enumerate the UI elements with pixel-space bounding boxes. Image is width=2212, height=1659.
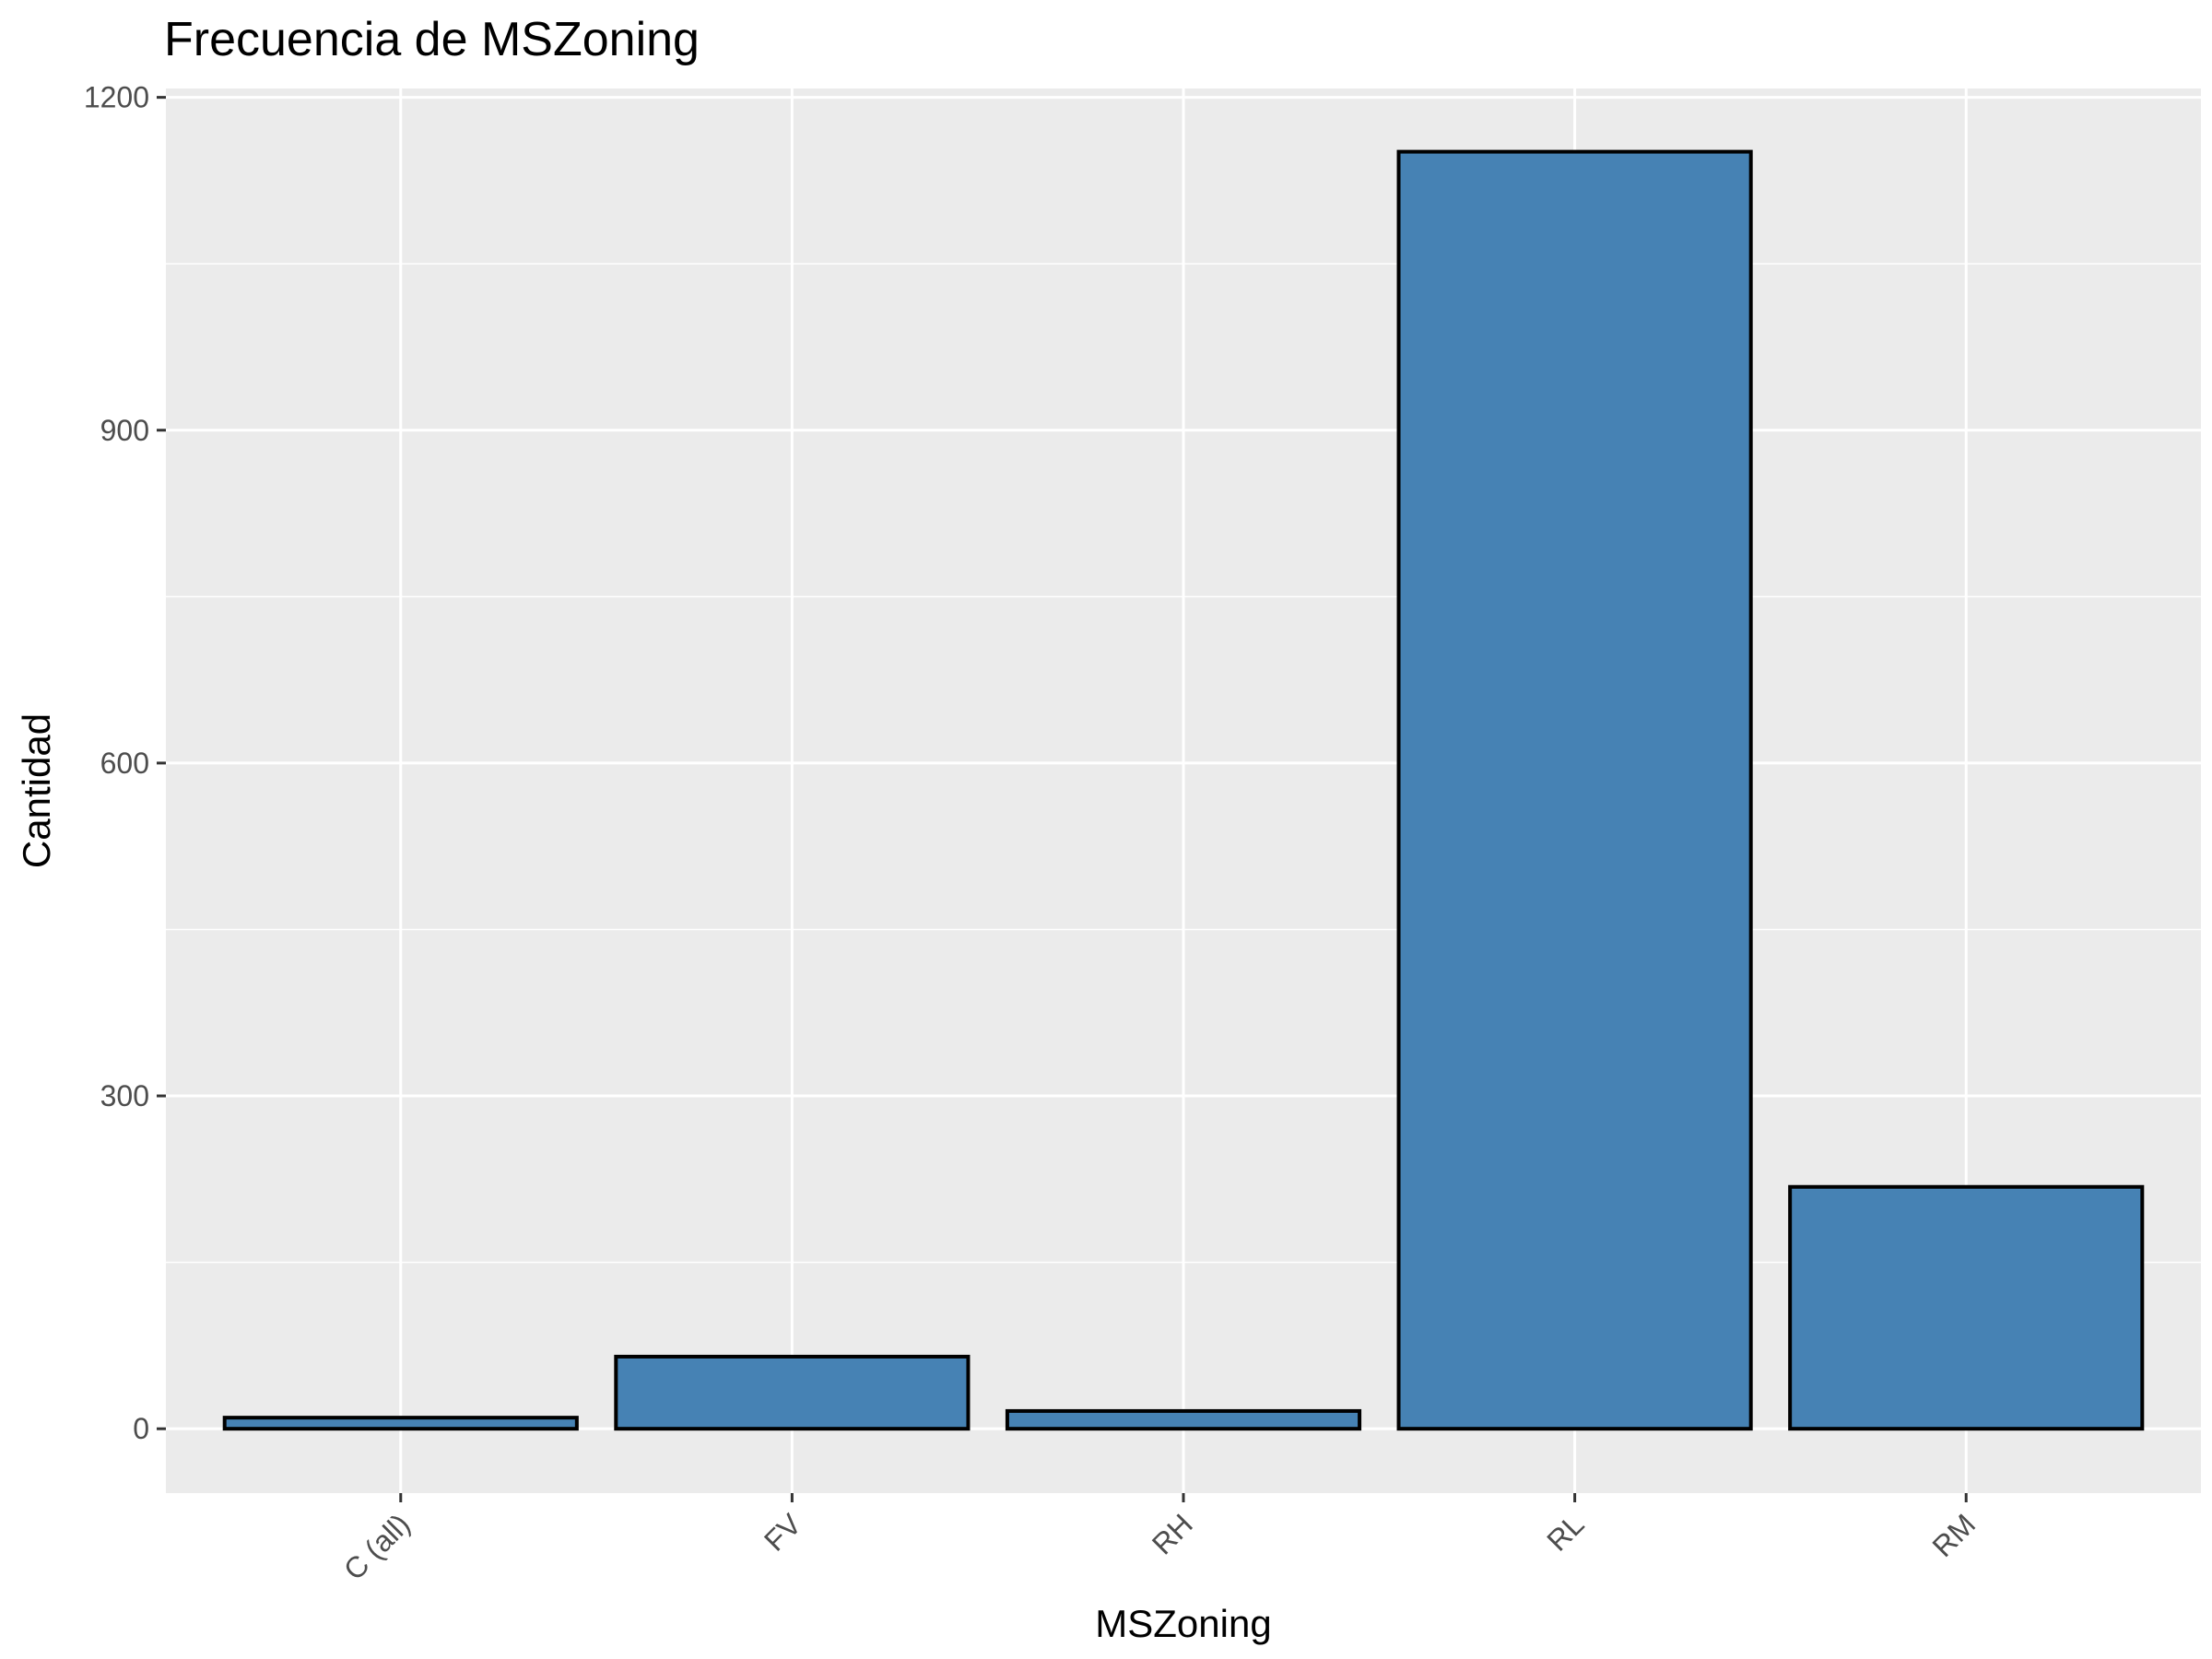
y-tick-label: 1200	[84, 81, 149, 114]
x-tick-label: RM	[1926, 1507, 1983, 1563]
x-tick-label: RL	[1540, 1507, 1590, 1557]
y-axis-title: Cantidad	[15, 713, 58, 868]
y-tick-label: 300	[100, 1079, 149, 1112]
y-tick-label: 900	[100, 414, 149, 447]
bar	[1788, 1184, 2145, 1431]
major-gridlines	[166, 88, 2201, 1493]
bar	[614, 1354, 971, 1431]
x-axis-title: MSZoning	[1095, 1602, 1271, 1645]
x-tick-label: C (all)	[337, 1507, 417, 1586]
y-axis: 0 300 600 900 1200	[84, 81, 166, 1445]
bars	[222, 149, 2145, 1431]
x-tick-label: RH	[1146, 1507, 1199, 1560]
bar	[1396, 149, 1753, 1431]
bar	[1005, 1408, 1362, 1431]
x-axis: C (all) FV RH RL RM	[337, 1493, 1982, 1586]
bar	[222, 1416, 579, 1431]
chart-title: Frecuencia de MSZoning	[164, 13, 700, 66]
y-tick-label: 600	[100, 747, 149, 780]
y-tick-label: 0	[133, 1412, 149, 1445]
x-tick-label: FV	[758, 1507, 808, 1558]
